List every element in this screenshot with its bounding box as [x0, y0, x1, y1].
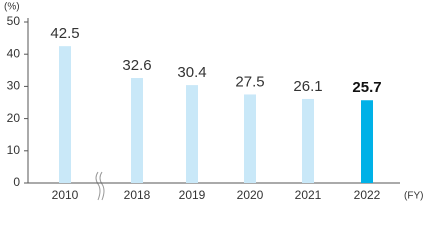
x-tick-label: 2022 — [354, 188, 381, 202]
y-tick-label: 20 — [7, 111, 21, 125]
bar — [361, 100, 373, 183]
chart: (%) (FY) 0 10 20 30 40 50 2010 42.5 2018 32.6 2019… — [4, 2, 423, 203]
value-label: 27.5 — [235, 73, 264, 90]
value-label: 26.1 — [293, 78, 322, 95]
bar — [131, 78, 143, 183]
value-label: 30.4 — [177, 64, 206, 81]
bar — [302, 98, 314, 183]
y-tick-label: 0 — [13, 175, 20, 189]
axis-break — [95, 171, 105, 201]
value-label: 25.7 — [352, 79, 381, 96]
x-tick-label: 2019 — [179, 188, 206, 202]
bar — [244, 94, 256, 183]
x-tick-label: 2018 — [124, 188, 151, 202]
y-tick-label: 50 — [7, 14, 21, 28]
y-tick-label: 10 — [7, 143, 21, 157]
x-tick-label: 2020 — [237, 188, 264, 202]
y-unit: (%) — [4, 2, 20, 13]
value-label: 42.5 — [50, 25, 79, 42]
x-unit: (FY) — [404, 191, 423, 202]
x-tick-label: 2021 — [295, 188, 322, 202]
bar — [59, 46, 71, 184]
value-label: 32.6 — [122, 57, 151, 74]
y-tick-label: 40 — [7, 46, 21, 60]
x-tick-label: 2010 — [52, 188, 79, 202]
bar — [186, 85, 198, 183]
y-tick-label: 30 — [7, 79, 21, 93]
